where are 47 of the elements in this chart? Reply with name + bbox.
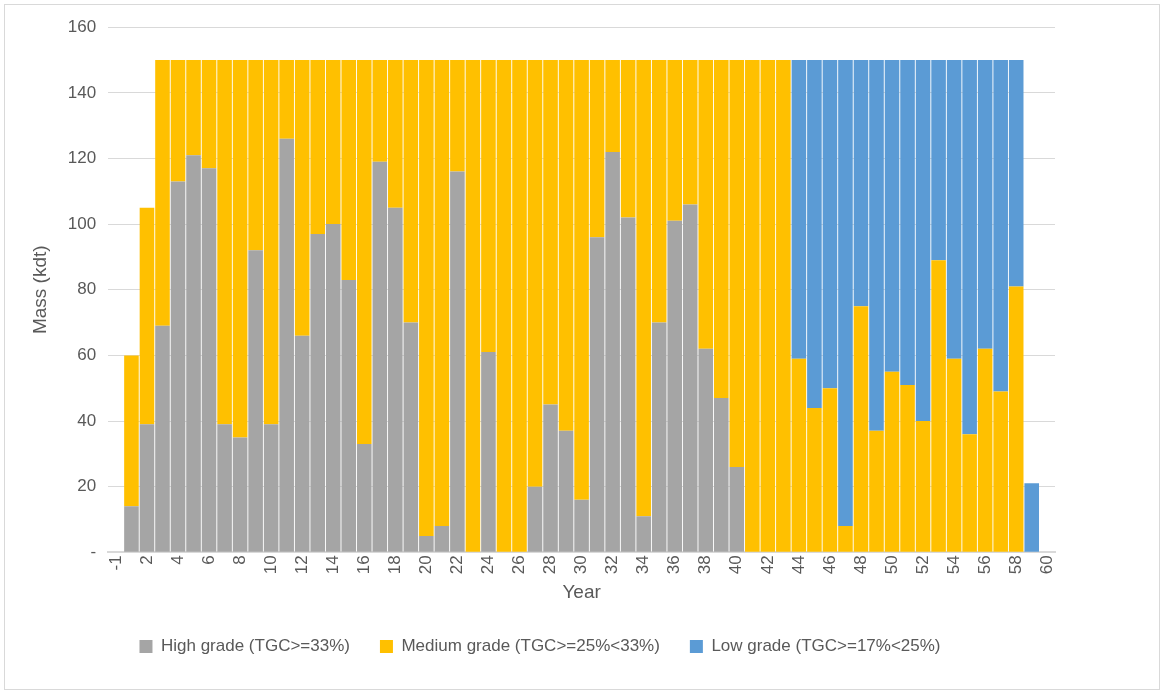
y-axis-title: Mass (kdt) <box>28 245 50 335</box>
x-tick-label: 60 <box>1036 555 1056 575</box>
x-tick-label: 24 <box>478 555 498 575</box>
x-tick-label: 10 <box>260 555 280 575</box>
y-tick-label: 20 <box>77 476 97 496</box>
x-tick-label: 52 <box>912 555 932 575</box>
y-tick-label: - <box>90 541 97 561</box>
x-tick-label: 58 <box>1005 555 1025 575</box>
x-tick-label: 18 <box>385 555 405 575</box>
x-tick-label: 16 <box>353 555 373 575</box>
x-tick-label: 48 <box>850 555 870 575</box>
y-tick-label: 60 <box>77 345 97 365</box>
x-tick-label: 40 <box>726 555 746 575</box>
y-tick-label: 160 <box>67 16 97 36</box>
bar <box>481 352 496 552</box>
x-tick-label: 22 <box>447 555 467 575</box>
x-tick-label: 44 <box>788 555 808 575</box>
x-tick-label: 42 <box>757 555 777 575</box>
x-tick-label: 56 <box>974 555 994 575</box>
legend-label: High grade (TGC>=33%) <box>160 636 350 656</box>
x-tick-label: 26 <box>509 555 529 575</box>
bar <box>1024 483 1040 552</box>
x-tick-label: 28 <box>540 555 560 575</box>
x-tick-label: 12 <box>291 555 311 575</box>
x-tick-label: 34 <box>633 555 653 575</box>
x-axis-title: Year <box>562 580 602 602</box>
x-tick-label: 4 <box>167 555 187 565</box>
x-tick-label: 2 <box>136 555 156 565</box>
x-tick-label: 8 <box>229 555 249 565</box>
x-tick-label: 20 <box>416 555 436 575</box>
x-tick-label: 30 <box>571 555 591 575</box>
y-tick-label: 80 <box>77 279 97 299</box>
y-tick-label: 120 <box>67 148 97 168</box>
legend-label: Low grade (TGC>=17%<25%) <box>711 636 941 656</box>
x-tick-label: 14 <box>322 555 342 575</box>
y-tick-label: 100 <box>67 213 97 233</box>
x-tick-label: -1 <box>105 555 125 571</box>
x-tick-label: 54 <box>943 555 963 575</box>
x-tick-label: 38 <box>695 555 715 575</box>
legend-label: Medium grade (TGC>=25%<33%) <box>401 636 660 656</box>
x-tick-label: 50 <box>881 555 901 575</box>
y-tick-label: 140 <box>67 82 97 102</box>
x-tick-label: 32 <box>602 555 622 575</box>
x-tick-label: 36 <box>664 555 684 575</box>
x-tick-label: 6 <box>198 555 218 565</box>
y-tick-label: 40 <box>77 410 97 430</box>
x-tick-label: 46 <box>819 555 839 575</box>
